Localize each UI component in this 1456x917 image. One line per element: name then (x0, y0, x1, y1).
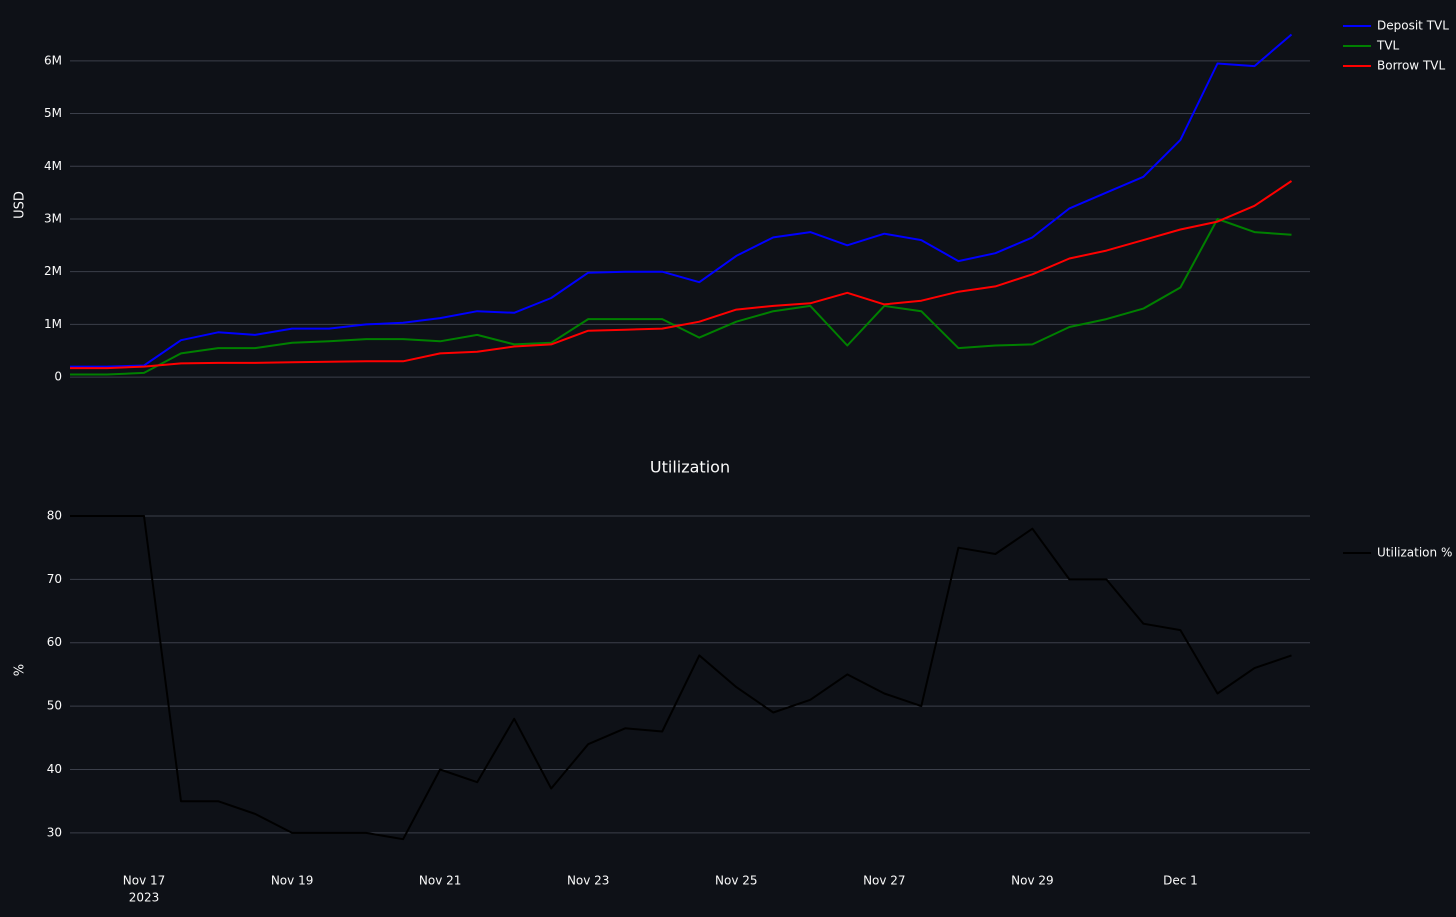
subplot-title: Utilization (650, 458, 730, 477)
x-tick-year: 2023 (129, 891, 160, 905)
y-tick-label: 5M (44, 106, 62, 120)
y-tick-label: 30 (47, 825, 62, 839)
series-line (70, 515, 1292, 841)
y-tick-label: 80 (47, 508, 62, 522)
series-line (70, 33, 1293, 368)
y-axis-title: USD (13, 191, 28, 219)
y-tick-label: 3M (44, 211, 62, 225)
x-tick-label: Nov 17 (123, 874, 166, 888)
y-tick-label: 50 (47, 699, 62, 713)
y-tick-label: 2M (44, 264, 62, 278)
y-axis-title: % (13, 664, 28, 676)
x-tick-label: Nov 21 (419, 874, 462, 888)
x-tick-label: Nov 23 (567, 874, 610, 888)
series-line (70, 218, 1292, 376)
legend-label: Borrow TVL (1377, 59, 1445, 73)
series-line (70, 180, 1293, 370)
y-tick-label: 60 (47, 635, 62, 649)
legend-label: TVL (1376, 39, 1400, 53)
x-tick-label: Dec 1 (1163, 874, 1198, 888)
x-tick-label: Nov 19 (271, 874, 314, 888)
legend-label: Utilization % (1377, 546, 1452, 560)
legend-label: Deposit TVL (1377, 19, 1449, 33)
y-tick-label: 6M (44, 53, 62, 67)
x-tick-label: Nov 27 (863, 874, 906, 888)
y-tick-label: 40 (47, 762, 62, 776)
y-tick-label: 70 (47, 572, 62, 586)
x-tick-label: Nov 25 (715, 874, 758, 888)
y-tick-label: 1M (44, 317, 62, 331)
y-tick-label: 0 (54, 370, 62, 384)
x-tick-label: Nov 29 (1011, 874, 1054, 888)
y-tick-label: 4M (44, 159, 62, 173)
